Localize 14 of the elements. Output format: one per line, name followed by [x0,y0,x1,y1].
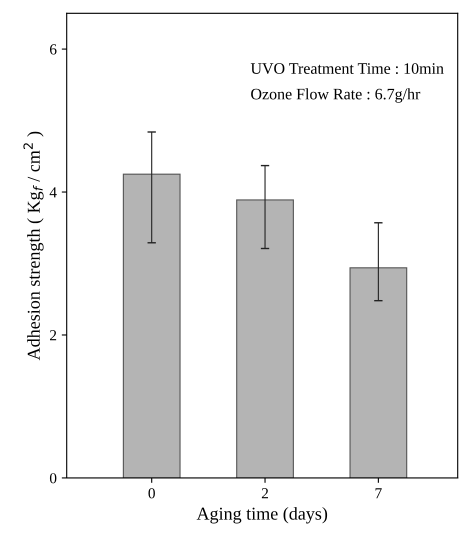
annotation: Ozone Flow Rate : 6.7g/hr [251,88,420,103]
bar [236,199,294,478]
x-tick-label: 0 [148,488,155,498]
bar [122,174,181,478]
y-tick-label: 4 [50,187,57,198]
x-axis-title: Aging time (days) [196,507,328,524]
y-tick-label: 6 [50,44,57,55]
y-tick-label: 2 [50,330,56,340]
x-tick-label: 7 [376,488,382,498]
y-axis-title: Adhesion strength ( Kg$_{f}$ / cm$^{2}$ ) [23,132,44,360]
y-tick-label: 0 [50,473,56,484]
bar [349,267,408,478]
annotation: UVO Treatment Time : 10min [250,63,444,74]
x-tick-label: 2 [262,488,268,498]
